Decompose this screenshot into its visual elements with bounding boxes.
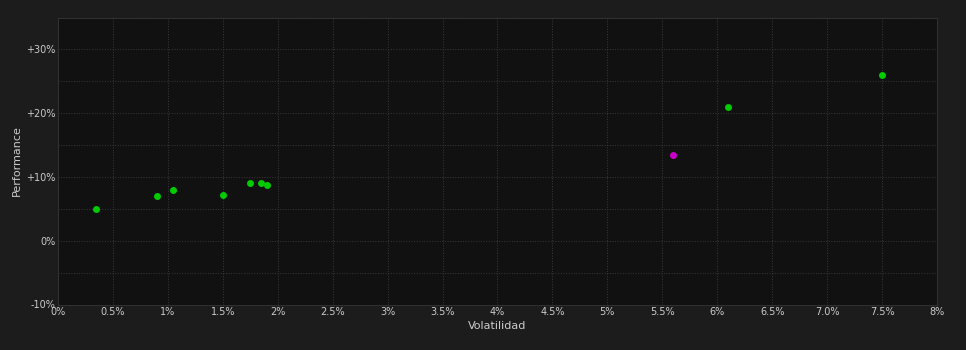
Point bbox=[149, 193, 164, 199]
Point bbox=[89, 206, 104, 212]
Y-axis label: Performance: Performance bbox=[12, 126, 21, 196]
Point bbox=[874, 72, 890, 78]
Point bbox=[242, 181, 258, 186]
X-axis label: Volatilidad: Volatilidad bbox=[469, 321, 526, 331]
Point bbox=[259, 182, 274, 187]
Point bbox=[253, 180, 269, 186]
Point bbox=[721, 104, 736, 110]
Point bbox=[666, 152, 681, 158]
Point bbox=[215, 192, 231, 198]
Point bbox=[165, 187, 181, 192]
